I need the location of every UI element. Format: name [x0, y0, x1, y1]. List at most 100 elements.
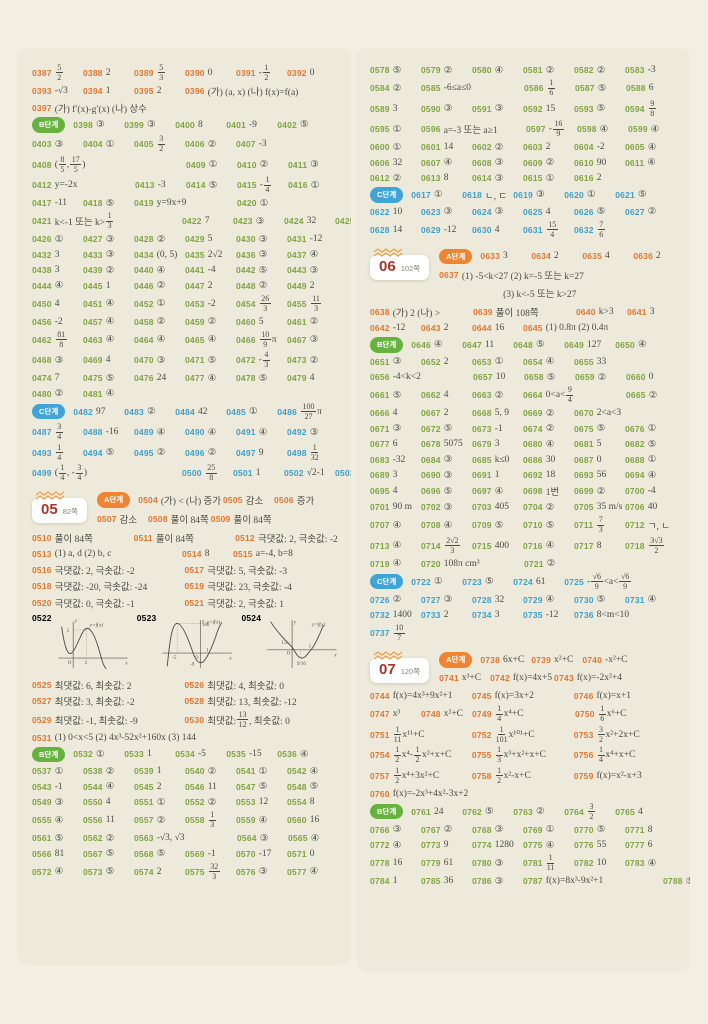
problem-number: 0738: [480, 654, 501, 665]
fraction-denominator: 3: [212, 871, 217, 881]
answer-item: 0696 ⑤: [421, 486, 472, 497]
answer-row: 0417 -11 0418 ⑤ 0419 y=9x+9 0420 ①: [32, 197, 337, 210]
fraction-numerator: √6: [591, 571, 603, 582]
answer-item: 0518 극댓값: -20, 극솟값: -24: [32, 579, 185, 593]
problem-number: 0739: [531, 654, 552, 665]
fraction: 11 3: [310, 294, 322, 313]
answer-item: 0660 0: [626, 372, 677, 382]
problem-number: 0654: [523, 356, 543, 367]
answer-value: -11: [54, 198, 68, 208]
answer-value: 5, 9: [494, 408, 509, 418]
problem-number: 0729: [523, 594, 543, 605]
answer-item: 0403 ③: [32, 139, 83, 150]
problem-number: 0547: [236, 781, 256, 792]
problem-number: 0691: [472, 470, 492, 480]
fraction-denominator: 5: [60, 164, 65, 174]
answer-row: 0444 ④ 0445 1 0446 ② 0447 2 0448 ② 0449 2: [32, 279, 337, 292]
problem-number: 0587: [575, 83, 595, 93]
answer-value: ④: [545, 595, 555, 605]
problem-number: 0652: [421, 356, 441, 367]
answer-item: 0761 24: [411, 807, 462, 817]
answer-item: 0653 ①: [472, 356, 523, 368]
answer-value: 3: [392, 470, 398, 480]
problem-number: 0758: [471, 770, 492, 781]
problem-number: 0747: [370, 709, 390, 719]
answer-item: 0460 5: [236, 317, 287, 327]
answer-item: 0644 16: [472, 323, 523, 333]
answer-value: -4: [647, 486, 656, 496]
answer-value: ④: [392, 840, 402, 851]
answer-value: 증가: [296, 496, 315, 507]
answer-item: 0657 10: [473, 372, 524, 382]
problem-number: 0787: [523, 876, 543, 886]
answer-value: ⑤: [105, 448, 115, 458]
answer-value: 8: [204, 548, 210, 559]
fraction-denominator: 12: [238, 719, 247, 729]
answer-item: 0656 -4<k<2: [370, 372, 473, 382]
section-box: 05 82쪽: [32, 498, 87, 523]
answer-item: 0424 32: [284, 216, 335, 226]
fraction-denominator: 3: [450, 545, 455, 555]
zigzag-decoration: [373, 651, 403, 660]
answer-item: 0480 ②: [32, 388, 83, 400]
answer-item: 0488 -16: [83, 427, 134, 437]
problem-number: 0480: [32, 388, 52, 399]
answer-item: 0521 극댓값: 2, 극솟값: 1: [185, 596, 338, 610]
answer-row: 0543 -1 0544 ④ 0545 2 0546 11 0547 ⑤ 0548 ⑤: [32, 780, 337, 793]
problem-number: 0669: [523, 408, 543, 418]
answer-item: 0475 ⑤: [83, 373, 134, 384]
problem-number: 0473: [287, 355, 307, 365]
answer-item: 0579 ②: [421, 65, 472, 76]
problem-number: 0564: [237, 833, 257, 843]
answer-item: 0593 ⑤: [574, 103, 625, 115]
problem-number: 0506: [273, 494, 294, 505]
answer-value: -12: [443, 224, 457, 235]
problem-number: 0692: [523, 470, 543, 480]
fraction-denominator: 8: [209, 473, 214, 482]
problem-number: 0773: [421, 840, 441, 850]
answer-item: 0776 55: [574, 840, 625, 850]
problem-number: 0500: [182, 468, 202, 478]
answer-row: 0754 1 2 x⁴- 1 2 x²+x+C 0755 1 3 x³+x²+x+C 0756 1 4 x⁴…: [370, 746, 676, 764]
problem-number: 0408: [32, 159, 52, 170]
problem-number: 0638: [370, 307, 390, 317]
answer-item: 0633 3: [480, 251, 531, 261]
problem-number: 0702: [421, 502, 441, 512]
answer-item: 0738 6x+C: [480, 655, 531, 665]
svg-text:y: y: [201, 618, 205, 624]
answer-value: ④: [647, 595, 657, 605]
answer-value: ②: [146, 407, 156, 417]
problem-number: 0532: [73, 749, 93, 760]
problem-number: 0618: [462, 189, 482, 200]
problem-number: 0523: [136, 612, 157, 623]
answer-value: ②: [207, 317, 217, 327]
answer-row: 0760 f(x)=-2x³+4x²-3x+2: [370, 787, 676, 800]
problem-number: 0514: [182, 548, 202, 559]
answer-item: 0724 61: [513, 577, 564, 587]
answer-row: 0510 풀이 84쪽 0511 풀이 84쪽 0512 극댓값: 2, 극솟값: -2: [32, 531, 338, 545]
problem-number: 0581: [523, 65, 543, 75]
fraction-numerator: 4: [262, 350, 270, 361]
answer-item: 0495 ②: [134, 447, 185, 459]
problem-number: 0436: [236, 249, 256, 260]
answer-item: 0486 100 27 π: [277, 402, 328, 421]
problem-number: 0727: [421, 594, 441, 605]
answer-value: ③: [156, 355, 166, 366]
fraction-denominator: 3: [263, 303, 268, 313]
fraction: 81 8: [55, 330, 67, 349]
problem-number: 0479: [287, 373, 307, 383]
problem-number: 0395: [134, 86, 154, 96]
answer-item: 0558 1 3: [185, 811, 236, 829]
answer-item: 0751 1 11 x¹¹+C: [370, 725, 472, 744]
answer-item: 0763 ②: [513, 806, 564, 818]
problem-number: 0632: [574, 224, 594, 235]
answer-item: 0672 ⑤: [421, 423, 472, 435]
problem-number: 0671: [370, 423, 390, 434]
problem-number: 0597: [526, 124, 546, 134]
answer-item: 0529 최댓값: -1, 최솟값: -9: [32, 713, 185, 727]
